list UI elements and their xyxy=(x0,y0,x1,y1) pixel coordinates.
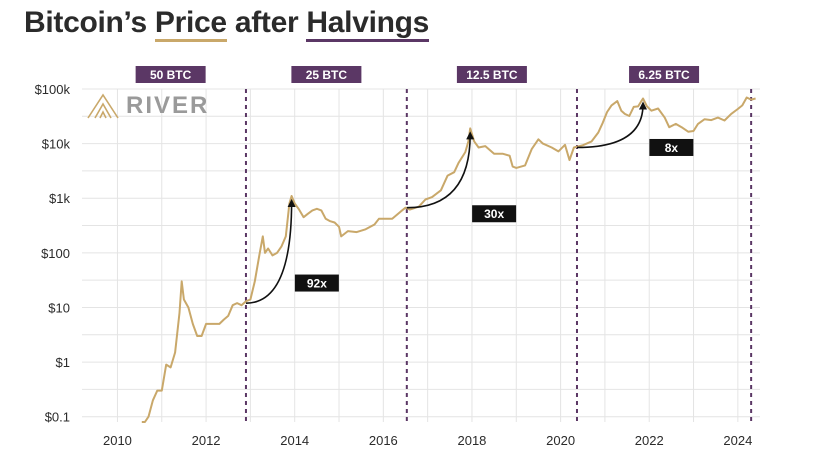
annotation-arrow xyxy=(245,198,296,304)
multiplier-annotations: 92x 30x 8x xyxy=(245,101,694,304)
annotation-box xyxy=(472,205,517,223)
title-part-3: after xyxy=(226,6,307,39)
watermark-text: RIVER xyxy=(126,92,209,119)
y-tick-label: $100k xyxy=(35,82,71,97)
x-tick-label: 2024 xyxy=(723,433,752,448)
halving-lines: 50 BTC 25 BTC 12.5 BTC 6.25 BTC xyxy=(135,66,753,422)
x-tick-label: 2022 xyxy=(635,433,664,448)
halving-badge-label: 50 BTC xyxy=(150,68,192,82)
annotation-arrow xyxy=(576,101,648,149)
y-tick-label: $10k xyxy=(42,137,71,152)
x-tick-label: 2010 xyxy=(103,433,132,448)
x-tick-label: 2014 xyxy=(280,433,309,448)
annotation-label: 30x xyxy=(484,207,504,221)
annotation-arrow xyxy=(406,131,475,209)
x-tick-label: 2018 xyxy=(457,433,486,448)
y-tick-label: $100 xyxy=(41,246,70,261)
halving-badge xyxy=(291,66,362,83)
annotation-box xyxy=(294,274,339,292)
halving-badge xyxy=(135,66,206,83)
title-part-halvings: Halvings xyxy=(306,6,429,42)
halving-badge xyxy=(629,66,700,83)
chart-title: Bitcoin’s Price after Halvings xyxy=(24,6,429,42)
title-part-1: Bitcoin’s xyxy=(24,6,155,39)
annotation-label: 92x xyxy=(307,277,327,291)
y-tick-label: $0.1 xyxy=(45,410,70,425)
x-tick-label: 2020 xyxy=(546,433,575,448)
y-tick-label: $10 xyxy=(48,300,70,315)
halving-badge-label: 6.25 BTC xyxy=(638,68,690,82)
title-part-price: Price xyxy=(154,6,227,42)
grid xyxy=(82,88,760,422)
y-tick-label: $1 xyxy=(56,355,70,370)
annotation-box xyxy=(649,138,694,156)
annotation-label: 8x xyxy=(665,141,679,155)
x-tick-label: 2012 xyxy=(192,433,221,448)
x-tick-label: 2016 xyxy=(369,433,398,448)
river-watermark: RIVER xyxy=(87,92,209,119)
river-logo-icon xyxy=(87,93,119,119)
axes: $0.1 $1 $10 $100 $1k $10k $100k 2010 2012 2014 201… xyxy=(35,82,753,448)
halving-badge-label: 12.5 BTC xyxy=(466,68,518,82)
halving-badge xyxy=(456,66,527,83)
y-tick-label: $1k xyxy=(49,191,70,206)
halving-badge-label: 25 BTC xyxy=(306,68,348,82)
